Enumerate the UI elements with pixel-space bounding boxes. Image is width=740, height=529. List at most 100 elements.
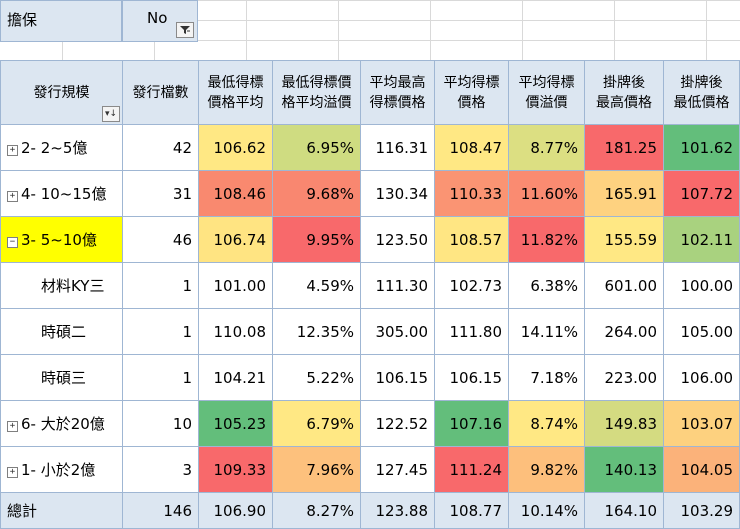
value-cell-c6[interactable]: 149.83 xyxy=(584,400,664,447)
value-cell-c3[interactable]: 116.31 xyxy=(360,124,435,171)
value-cell-c4[interactable]: 110.33 xyxy=(434,170,509,217)
collapse-toggle-icon[interactable]: − xyxy=(7,237,18,248)
value-cell-c6[interactable]: 264.00 xyxy=(584,308,664,355)
pivot-group-row-label[interactable]: +2- 2~5億 xyxy=(0,124,123,171)
value-cell-c4[interactable]: 107.16 xyxy=(434,400,509,447)
value-cell-c1[interactable]: 106.74 xyxy=(198,216,273,263)
value-cell-c3[interactable]: 106.15 xyxy=(360,354,435,401)
pivot-child-row-label[interactable]: 時碩二 xyxy=(0,308,123,355)
pivot-group-row-label[interactable]: −3- 5~10億 xyxy=(0,216,123,263)
value-cell-c4[interactable]: 108.57 xyxy=(434,216,509,263)
count-cell[interactable]: 1 xyxy=(122,308,199,355)
filter-dropdown-button[interactable] xyxy=(176,22,194,38)
sort-filter-button[interactable]: ▾↓ xyxy=(102,106,120,122)
value-cell-c4[interactable]: 106.15 xyxy=(434,354,509,401)
value-cell-c3[interactable]: 123.50 xyxy=(360,216,435,263)
total-cell-c6[interactable]: 164.10 xyxy=(584,492,664,529)
value-cell-c2[interactable]: 12.35% xyxy=(272,308,361,355)
value-cell-c1[interactable]: 109.33 xyxy=(198,446,273,493)
count-cell[interactable]: 42 xyxy=(122,124,199,171)
value-cell-c1[interactable]: 104.21 xyxy=(198,354,273,401)
expand-toggle-icon[interactable]: + xyxy=(7,145,18,156)
pivot-group-row-label[interactable]: +1- 小於2億 xyxy=(0,446,123,493)
value-cell-c4[interactable]: 108.47 xyxy=(434,124,509,171)
expand-toggle-icon[interactable]: + xyxy=(7,191,18,202)
avg-max-bid-header: 平均最高 得標價格 xyxy=(360,60,435,125)
value-cell-c3[interactable]: 127.45 xyxy=(360,446,435,493)
value-cell-c7[interactable]: 102.11 xyxy=(663,216,740,263)
total-cell-c1[interactable]: 106.90 xyxy=(198,492,273,529)
grand-total-label[interactable]: 總計 xyxy=(0,492,123,529)
row-label-text: 材料KY三 xyxy=(41,277,105,295)
value-cell-c6[interactable]: 223.00 xyxy=(584,354,664,401)
row-label-header[interactable]: 發行規模 ▾↓ xyxy=(0,60,123,125)
value-cell-c6[interactable]: 181.25 xyxy=(584,124,664,171)
value-cell-c6[interactable]: 165.91 xyxy=(584,170,664,217)
pivot-group-row-label[interactable]: +4- 10~15億 xyxy=(0,170,123,217)
value-cell-c2[interactable]: 9.68% xyxy=(272,170,361,217)
value-cell-c5[interactable]: 9.82% xyxy=(508,446,585,493)
value-cell-c2[interactable]: 9.95% xyxy=(272,216,361,263)
pivot-row: +6- 大於20億 10 105.23 6.79% 122.52 107.16 8.74% 1… xyxy=(0,400,740,447)
value-cell-c3[interactable]: 122.52 xyxy=(360,400,435,447)
pivot-row: 時碩二 1 110.08 12.35% 305.00 111.80 14.11% 264.00… xyxy=(0,308,740,355)
value-cell-c6[interactable]: 601.00 xyxy=(584,262,664,309)
value-cell-c4[interactable]: 111.80 xyxy=(434,308,509,355)
pivot-child-row-label[interactable]: 時碩三 xyxy=(0,354,123,401)
value-cell-c5[interactable]: 8.74% xyxy=(508,400,585,447)
count-cell[interactable]: 1 xyxy=(122,354,199,401)
value-cell-c6[interactable]: 155.59 xyxy=(584,216,664,263)
pivot-child-row-label[interactable]: 材料KY三 xyxy=(0,262,123,309)
report-filter-row: 擔保 No xyxy=(0,0,740,42)
avg-bid-premium-header: 平均得標 價溢價 xyxy=(508,60,585,125)
value-cell-c3[interactable]: 305.00 xyxy=(360,308,435,355)
value-cell-c4[interactable]: 102.73 xyxy=(434,262,509,309)
value-cell-c2[interactable]: 7.96% xyxy=(272,446,361,493)
value-cell-c5[interactable]: 6.38% xyxy=(508,262,585,309)
value-cell-c7[interactable]: 107.72 xyxy=(663,170,740,217)
value-cell-c5[interactable]: 14.11% xyxy=(508,308,585,355)
value-cell-c1[interactable]: 105.23 xyxy=(198,400,273,447)
count-cell[interactable]: 1 xyxy=(122,262,199,309)
min-bid-avg-header: 最低得標 價格平均 xyxy=(198,60,273,125)
value-cell-c5[interactable]: 11.82% xyxy=(508,216,585,263)
total-cell-c3[interactable]: 123.88 xyxy=(360,492,435,529)
value-cell-c7[interactable]: 101.62 xyxy=(663,124,740,171)
count-cell[interactable]: 10 xyxy=(122,400,199,447)
row-label-text: 3- 5~10億 xyxy=(21,231,97,249)
expand-toggle-icon[interactable]: + xyxy=(7,421,18,432)
value-cell-c7[interactable]: 104.05 xyxy=(663,446,740,493)
value-cell-c3[interactable]: 130.34 xyxy=(360,170,435,217)
total-cell-count[interactable]: 146 xyxy=(122,492,199,529)
value-cell-c6[interactable]: 140.13 xyxy=(584,446,664,493)
value-cell-c2[interactable]: 4.59% xyxy=(272,262,361,309)
pivot-header-row: 發行規模 ▾↓ 發行檔數 最低得標 價格平均 最低得標價 格平均溢價 平均最高 得標價… xyxy=(0,60,740,125)
value-cell-c2[interactable]: 6.95% xyxy=(272,124,361,171)
value-cell-c5[interactable]: 7.18% xyxy=(508,354,585,401)
total-cell-c4[interactable]: 108.77 xyxy=(434,492,509,529)
value-cell-c2[interactable]: 6.79% xyxy=(272,400,361,447)
value-cell-c1[interactable]: 101.00 xyxy=(198,262,273,309)
value-cell-c7[interactable]: 103.07 xyxy=(663,400,740,447)
count-cell[interactable]: 46 xyxy=(122,216,199,263)
value-cell-c7[interactable]: 106.00 xyxy=(663,354,740,401)
value-cell-c3[interactable]: 111.30 xyxy=(360,262,435,309)
value-cell-c7[interactable]: 105.00 xyxy=(663,308,740,355)
value-cell-c7[interactable]: 100.00 xyxy=(663,262,740,309)
total-cell-c5[interactable]: 10.14% xyxy=(508,492,585,529)
count-cell[interactable]: 31 xyxy=(122,170,199,217)
pivot-group-row-label[interactable]: +6- 大於20億 xyxy=(0,400,123,447)
total-cell-c7[interactable]: 103.29 xyxy=(663,492,740,529)
value-cell-c5[interactable]: 8.77% xyxy=(508,124,585,171)
expand-toggle-icon[interactable]: + xyxy=(7,467,18,478)
avg-bid-price-header: 平均得標 價格 xyxy=(434,60,509,125)
value-cell-c4[interactable]: 111.24 xyxy=(434,446,509,493)
value-cell-c1[interactable]: 106.62 xyxy=(198,124,273,171)
value-cell-c2[interactable]: 5.22% xyxy=(272,354,361,401)
value-cell-c1[interactable]: 108.46 xyxy=(198,170,273,217)
total-cell-c2[interactable]: 8.27% xyxy=(272,492,361,529)
value-cell-c1[interactable]: 110.08 xyxy=(198,308,273,355)
pivot-row: +4- 10~15億 31 108.46 9.68% 130.34 110.33 11.60… xyxy=(0,170,740,217)
value-cell-c5[interactable]: 11.60% xyxy=(508,170,585,217)
count-cell[interactable]: 3 xyxy=(122,446,199,493)
